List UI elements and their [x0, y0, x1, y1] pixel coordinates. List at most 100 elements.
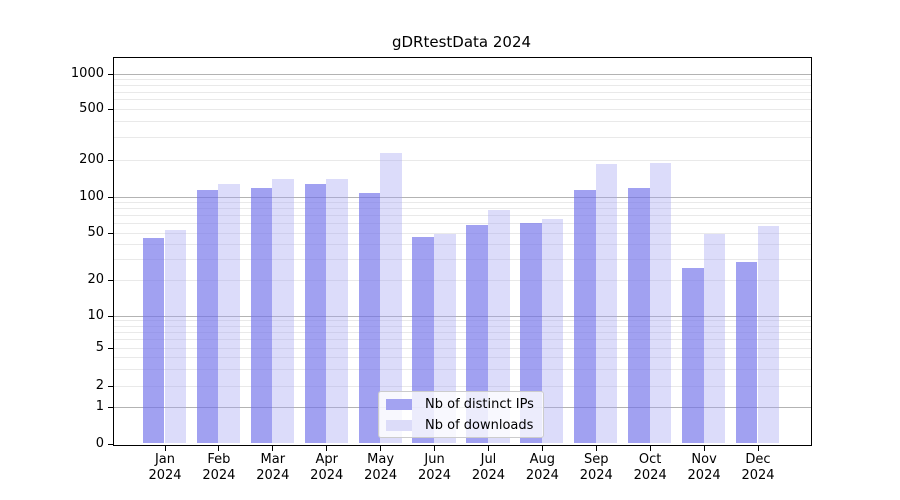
x-tick-month: May	[367, 452, 395, 467]
y-tick-label: 1000	[70, 66, 104, 81]
x-tick-month: Aug	[529, 452, 556, 467]
x-tick-month: Nov	[691, 452, 717, 467]
gridline-minor	[113, 120, 811, 122]
y-tick-label: 0	[95, 436, 104, 451]
x-tick-label: May 2024	[351, 452, 411, 483]
y-tick-label: 1	[95, 399, 104, 414]
gridline-minor	[113, 91, 811, 93]
y-tick-mark	[107, 406, 113, 408]
gridline-minor	[113, 258, 811, 260]
bar-distinct-ips	[628, 187, 650, 444]
gridline-minor	[113, 159, 811, 161]
x-tick-label: Jul 2024	[458, 452, 518, 483]
legend-item: Nb of downloads	[386, 417, 543, 434]
gridline-minor	[113, 320, 811, 322]
x-tick-year: 2024	[148, 467, 182, 483]
x-tick-mark	[487, 445, 489, 451]
x-tick-label: Feb 2024	[189, 452, 249, 483]
x-tick-month: Mar	[260, 452, 286, 467]
y-tick-label: 2	[95, 378, 104, 393]
legend-swatch-downloads	[386, 419, 412, 431]
gridline-minor	[113, 347, 811, 349]
x-tick-mark	[649, 445, 651, 451]
x-tick-mark	[541, 445, 543, 451]
gridline-minor	[113, 223, 811, 225]
y-tick-label: 50	[87, 225, 104, 240]
x-tick-mark	[272, 445, 274, 451]
bar-downloads	[649, 162, 672, 444]
bar-downloads	[326, 178, 348, 444]
x-tick-label: Dec 2024	[728, 452, 788, 483]
y-tick-mark	[107, 73, 113, 75]
bar-downloads	[218, 183, 240, 444]
x-tick-mark	[757, 445, 759, 451]
y-tick-label: 500	[79, 101, 104, 116]
x-tick-label: Apr 2024	[297, 452, 357, 483]
y-tick-mark	[107, 315, 113, 317]
legend-item: Nb of distinct IPs	[386, 396, 543, 413]
x-tick-month: Jul	[480, 452, 497, 467]
bar-downloads	[380, 153, 402, 444]
x-tick-year: 2024	[256, 467, 290, 483]
x-tick-year: 2024	[687, 467, 721, 483]
gridline-minor	[113, 78, 811, 80]
gridline-minor	[113, 99, 811, 101]
gridline-minor	[113, 136, 811, 138]
x-tick-mark	[218, 445, 220, 451]
gridline-minor	[113, 108, 811, 110]
bar-distinct-ips	[574, 189, 596, 444]
x-tick-year: 2024	[525, 467, 559, 483]
bar-downloads	[541, 218, 564, 444]
x-tick-mark	[595, 445, 597, 451]
legend-swatch-distinct-ips	[386, 398, 412, 410]
y-tick-label: 20	[87, 272, 104, 287]
x-tick-label: Mar 2024	[243, 452, 303, 483]
x-tick-month: Apr	[315, 452, 338, 467]
bar-distinct-ips	[304, 184, 327, 444]
gridline-minor	[113, 232, 811, 234]
x-tick-year: 2024	[633, 467, 667, 483]
x-tick-year: 2024	[202, 467, 236, 483]
y-tick-mark	[107, 385, 113, 387]
gridline-minor	[113, 331, 811, 333]
bar-downloads	[595, 163, 618, 444]
bar-distinct-ips	[520, 223, 542, 444]
x-tick-month: Feb	[207, 452, 231, 467]
x-tick-month: Sep	[584, 452, 609, 467]
gridline-major	[113, 196, 811, 198]
gridline-minor	[113, 84, 811, 86]
x-tick-label: Nov 2024	[674, 452, 734, 483]
x-tick-month: Jun	[424, 452, 445, 467]
gridline-minor	[113, 339, 811, 341]
x-tick-label: Jun 2024	[405, 452, 465, 483]
bar-distinct-ips	[466, 224, 488, 444]
bar-distinct-ips	[735, 262, 758, 444]
y-tick-mark	[107, 159, 113, 161]
bar-distinct-ips	[196, 189, 219, 444]
gridline-major	[113, 315, 811, 317]
gridline-minor	[113, 208, 811, 210]
gridline-minor	[113, 325, 811, 327]
y-tick-label: 5	[95, 340, 104, 355]
x-tick-year: 2024	[741, 467, 775, 483]
x-tick-label: Oct 2024	[620, 452, 680, 483]
y-tick-mark	[107, 347, 113, 349]
x-tick-month: Jan	[154, 452, 176, 467]
bar-downloads	[487, 210, 510, 444]
gridline-minor	[113, 215, 811, 217]
x-tick-mark	[703, 445, 705, 451]
x-tick-year: 2024	[364, 467, 398, 483]
y-tick-mark	[107, 108, 113, 110]
bar-downloads	[703, 233, 726, 444]
x-tick-year: 2024	[417, 467, 452, 483]
gridline-minor	[113, 385, 811, 387]
x-tick-mark	[164, 445, 166, 451]
x-tick-mark	[326, 445, 328, 451]
y-tick-mark	[107, 443, 113, 445]
bar-distinct-ips	[358, 192, 381, 444]
x-tick-label: Sep 2024	[566, 452, 626, 483]
gridline-minor	[113, 368, 811, 370]
y-tick-mark	[107, 232, 113, 234]
plot-area	[112, 56, 812, 446]
